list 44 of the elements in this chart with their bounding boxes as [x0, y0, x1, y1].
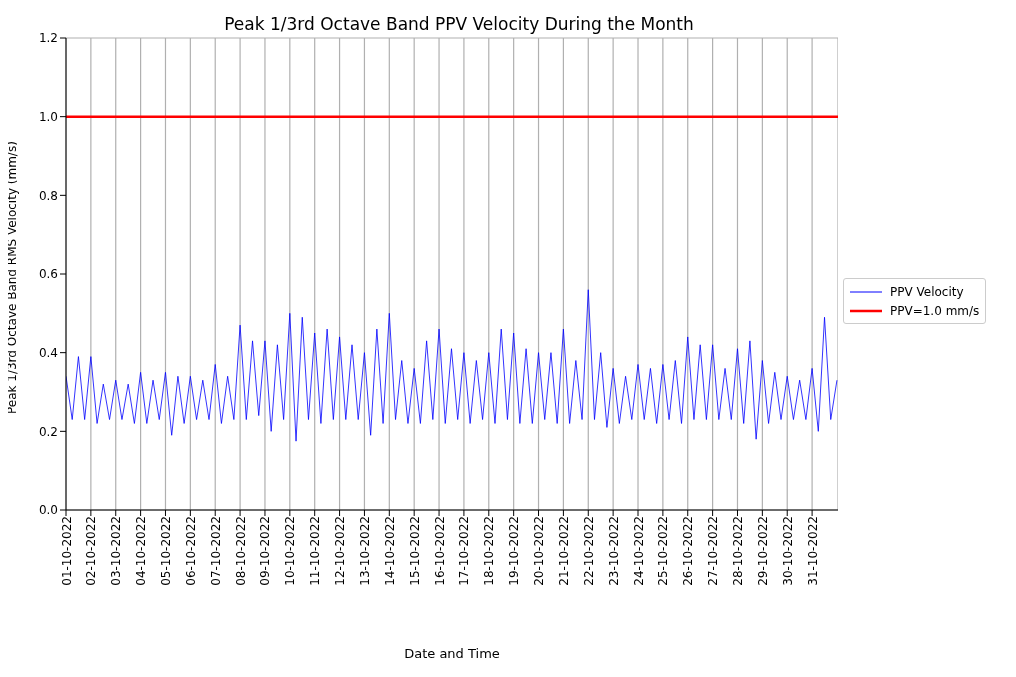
legend-label: PPV Velocity [890, 284, 964, 299]
x-tick-label: 15-10-2022 [407, 516, 422, 586]
x-tick-label: 18-10-2022 [482, 516, 497, 586]
line-series [66, 289, 838, 442]
x-tick-label: 12-10-2022 [333, 516, 348, 586]
y-tick-label: 0.0 [38, 503, 58, 518]
x-tick-label: 25-10-2022 [656, 516, 671, 586]
x-tick-label: 04-10-2022 [134, 516, 149, 586]
y-axis-title: Peak 1/3rd Octave Band RMS Velocity (mm/s) [5, 141, 20, 414]
x-tick-label: 14-10-2022 [382, 516, 397, 586]
x-tick-label: 17-10-2022 [457, 516, 472, 586]
x-tick-label: 30-10-2022 [780, 516, 795, 586]
x-tick-label: 24-10-2022 [631, 516, 646, 586]
x-tick-label: 13-10-2022 [357, 516, 372, 586]
legend-label: PPV=1.0 mm/s [890, 303, 980, 318]
x-tick-label: 11-10-2022 [308, 516, 323, 586]
x-tick-label: 26-10-2022 [681, 516, 696, 586]
x-tick-label: 23-10-2022 [606, 516, 621, 586]
x-tick-label: 05-10-2022 [159, 516, 173, 586]
x-tick-label: 06-10-2022 [183, 516, 198, 586]
x-axis-title: Date and Time [404, 646, 500, 661]
x-tick-label: 28-10-2022 [731, 516, 745, 586]
x-tick-label: 01-10-2022 [59, 516, 74, 586]
x-tick-label: 27-10-2022 [706, 516, 721, 586]
x-tick-label: 19-10-2022 [507, 516, 522, 586]
x-tick-label: 29-10-2022 [755, 516, 770, 586]
x-tick-label: 20-10-2022 [532, 516, 547, 586]
y-tick-label: 1.2 [38, 31, 58, 46]
x-tick-label: 03-10-2022 [109, 516, 124, 586]
y-tick-label: 0.4 [38, 345, 58, 360]
x-tick-label: 31-10-2022 [805, 516, 820, 586]
x-tick-label: 21-10-2022 [556, 516, 571, 586]
x-tick-label: 08-10-2022 [233, 516, 248, 586]
x-tick-label: 10-10-2022 [283, 516, 298, 586]
x-tick-label: 02-10-2022 [84, 516, 99, 586]
chart-title: Peak 1/3rd Octave Band PPV Velocity During the Month [223, 14, 695, 34]
x-tick-label: 09-10-2022 [258, 516, 273, 586]
x-tick-label: 16-10-2022 [432, 516, 447, 586]
y-tick-label: 1.0 [38, 109, 58, 124]
y-tick-label: 0.6 [38, 267, 58, 282]
y-tick-label: 0.2 [38, 424, 58, 439]
x-tick-label: 22-10-2022 [581, 516, 596, 586]
y-tick-label: 0.8 [38, 188, 58, 203]
x-tick-label: 07-10-2022 [208, 516, 223, 586]
